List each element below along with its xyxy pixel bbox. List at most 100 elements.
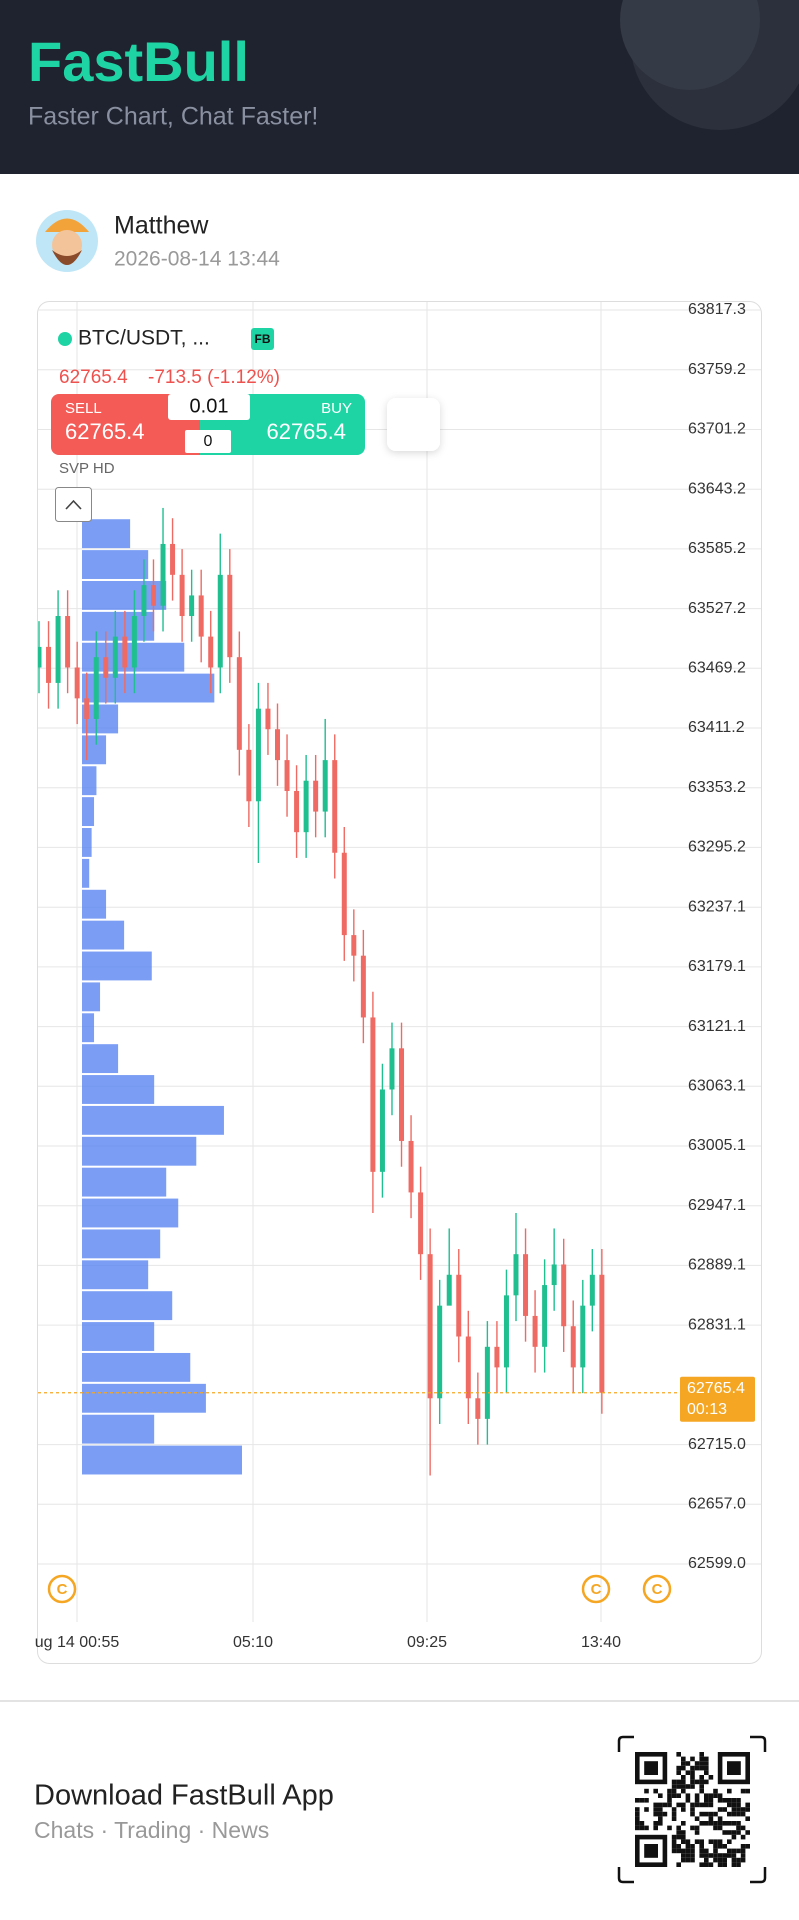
qr-module <box>708 1798 714 1803</box>
footer-subtitle: Chats · Trading · News <box>34 1817 269 1843</box>
tool-button[interactable] <box>387 398 440 451</box>
candle-body <box>599 1274 605 1393</box>
volume-profile-bar <box>82 673 215 703</box>
volume-profile-bar <box>82 1291 173 1321</box>
volume-profile-bar <box>82 1445 242 1475</box>
qr-module <box>639 1825 645 1831</box>
qr-module <box>727 1788 732 1794</box>
candle-body <box>513 1254 519 1296</box>
qr-module <box>694 1761 700 1766</box>
qr-module <box>704 1793 709 1798</box>
qr-module <box>635 1798 640 1803</box>
qr-module <box>694 1793 700 1798</box>
candle-body <box>351 935 357 956</box>
candle-body <box>38 646 42 668</box>
qr-module <box>731 1830 737 1835</box>
qr-module <box>690 1784 695 1789</box>
qr-module <box>653 1811 658 1817</box>
y-tick-label: 62889.1 <box>688 1257 746 1274</box>
candle-body <box>475 1398 481 1419</box>
qr-module <box>704 1802 709 1808</box>
qr-code <box>617 1735 767 1884</box>
qr-module <box>685 1857 691 1863</box>
qr-module <box>717 1853 723 1858</box>
collapse-button[interactable] <box>55 487 92 522</box>
qr-module <box>685 1798 691 1803</box>
qr-module <box>653 1821 658 1826</box>
qr-module <box>658 1802 663 1808</box>
candle-body <box>494 1346 500 1368</box>
qr-module <box>699 1862 704 1867</box>
qr-module <box>740 1807 746 1812</box>
y-tick-label: 63179.1 <box>688 958 746 975</box>
qr-module <box>699 1848 704 1854</box>
qr-module <box>690 1807 695 1812</box>
y-tick-label: 63817.3 <box>688 301 746 318</box>
qr-module <box>740 1834 746 1840</box>
volume-profile-bar <box>82 1322 155 1351</box>
qr-module <box>731 1802 737 1808</box>
volume-profile-bar <box>82 1105 224 1135</box>
candle-body <box>150 585 156 606</box>
qr-module <box>722 1862 727 1867</box>
study: SVP HD <box>59 460 115 477</box>
symbol[interactable]: BTC/USDT, ... <box>78 327 210 350</box>
qr-module <box>717 1798 723 1803</box>
candle-body <box>122 636 128 668</box>
qr-module <box>685 1793 691 1798</box>
qr-module <box>690 1775 695 1780</box>
volume-profile-bar <box>82 519 131 549</box>
candle-body <box>360 955 366 1018</box>
y-tick-label: 62947.1 <box>688 1197 746 1214</box>
qr-module <box>704 1811 709 1817</box>
qr-module <box>685 1770 691 1775</box>
qr-module <box>681 1821 686 1826</box>
qr-module <box>708 1802 714 1808</box>
x-tick-label: 05:10 <box>233 1634 273 1651</box>
qr-module <box>681 1834 686 1840</box>
qr-module <box>704 1798 709 1803</box>
volume-profile-bar <box>82 1414 155 1444</box>
qr-module <box>676 1779 681 1785</box>
qr-module <box>722 1857 727 1863</box>
qr-module <box>731 1853 737 1858</box>
qr-module <box>717 1816 723 1821</box>
y-tick-label: 62657.0 <box>688 1496 746 1513</box>
qr-finder <box>727 1761 741 1775</box>
candle-body <box>141 585 147 617</box>
y-tick-label: 62715.0 <box>688 1436 746 1453</box>
qr-module <box>736 1811 741 1817</box>
last-price-label: 62765.4 <box>687 1380 745 1397</box>
qr-module <box>690 1770 695 1775</box>
qr-module <box>736 1821 741 1826</box>
qr-module <box>681 1779 686 1785</box>
qr-module <box>644 1807 649 1812</box>
candle-body <box>456 1274 462 1337</box>
qr-module <box>671 1844 677 1849</box>
buy-label: BUY <box>321 400 352 417</box>
volume-profile-bar <box>82 1167 167 1197</box>
qr-module <box>676 1802 681 1808</box>
qr-module <box>681 1761 686 1766</box>
candle-body <box>265 708 271 730</box>
avatar <box>36 210 98 272</box>
qr-module <box>644 1798 649 1803</box>
qr-module <box>635 1807 640 1812</box>
candle-body <box>332 760 338 853</box>
qr-module <box>704 1761 709 1766</box>
badge-bg <box>251 328 274 350</box>
qr-module <box>713 1811 718 1817</box>
candle-body <box>160 543 166 606</box>
qr-module <box>740 1788 746 1794</box>
qr-module <box>681 1807 686 1812</box>
qr-module <box>727 1839 732 1844</box>
qr-module <box>736 1802 741 1808</box>
qr-module <box>713 1844 718 1849</box>
quantity-box[interactable] <box>168 394 250 420</box>
qr-module <box>676 1752 681 1757</box>
qr-module <box>676 1793 681 1798</box>
qr-module <box>681 1765 686 1771</box>
qr-module <box>644 1825 649 1831</box>
qr-module <box>708 1821 714 1826</box>
author: Matthew <box>114 212 209 240</box>
